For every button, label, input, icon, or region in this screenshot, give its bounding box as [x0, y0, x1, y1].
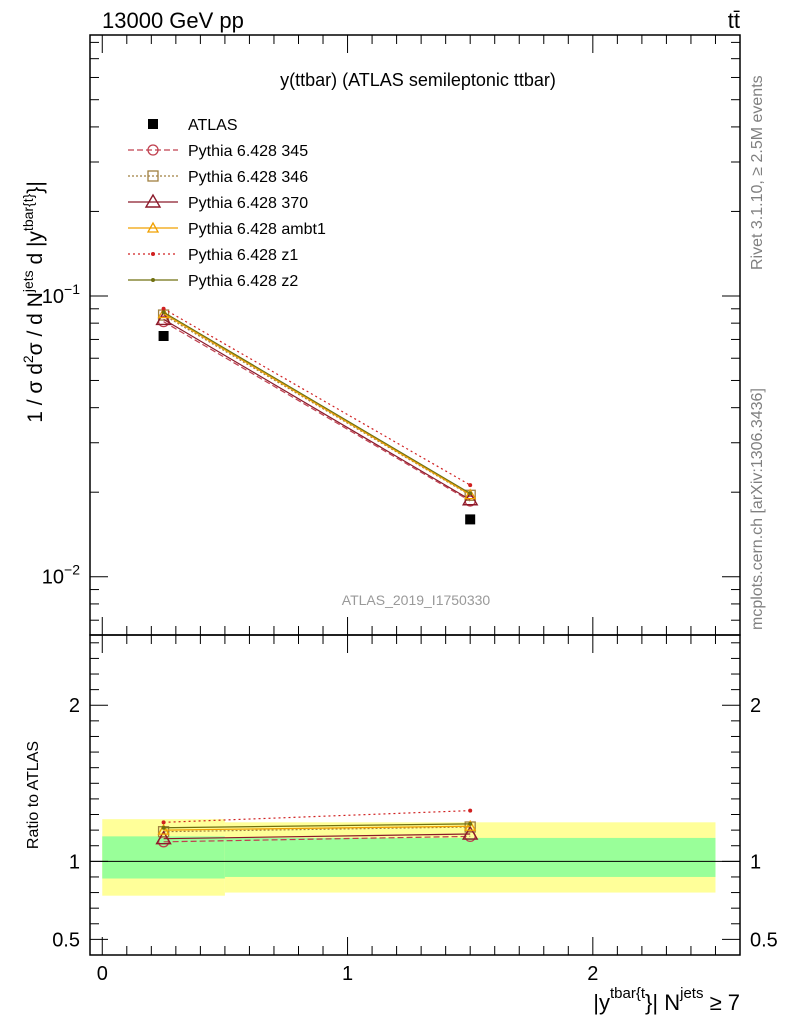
legend-label-ambt1: Pythia 6.428 ambt1 — [188, 221, 326, 238]
ratio-x-tick-label: 2 — [587, 963, 598, 985]
ratio-x-tick-label: 1 — [342, 963, 353, 985]
mcplots-label: mcplots.cern.ch [arXiv:1306.3436] — [749, 388, 766, 630]
ratio-point-z2 — [161, 825, 166, 830]
data-point-ambt1 — [464, 488, 477, 500]
data-point-z1 — [468, 483, 473, 488]
ratio-line-z2 — [163, 823, 471, 829]
series-line-z2 — [163, 311, 471, 494]
main-plot-title: y(ttbar) (ATLAS semileptonic ttbar) — [280, 70, 556, 90]
main-panel: y(ttbar) (ATLAS semileptonic ttbar) 10−1… — [20, 34, 741, 636]
y-label-part-b: 2 — [20, 355, 36, 363]
ratio-point-z2 — [468, 821, 473, 826]
ratio-panel-frame — [89, 634, 741, 956]
y-label-part-g: }| — [24, 181, 47, 193]
series-line-p345 — [163, 321, 471, 502]
ratio-line-p346 — [163, 826, 471, 833]
main-y-tick-base: 10 — [42, 567, 64, 589]
legend-marker-p345 — [147, 144, 159, 156]
ratio-band-inner — [224, 837, 716, 877]
y-label-part-c: σ / d N — [24, 292, 47, 355]
data-point-z2 — [468, 491, 473, 496]
legend-marker-z2 — [151, 278, 155, 282]
ratio-line-p345 — [163, 835, 471, 843]
x-label-part-c: }| N — [645, 990, 680, 1015]
main-y-tick-base: 10 — [42, 286, 64, 308]
legend-marker-data — [148, 119, 158, 129]
ratio-point-p370 — [155, 830, 172, 845]
y-label-part-d: jets — [20, 270, 36, 293]
ratio-line-ambt1 — [163, 825, 471, 831]
ratio-point-ambt1 — [157, 823, 170, 835]
data-point-data — [465, 514, 476, 525]
x-label-part-b: tbar{t — [610, 985, 646, 1002]
ratio-band-inner — [102, 836, 225, 879]
legend-label-data: ATLAS — [188, 117, 238, 134]
x-label-part-d: jets — [679, 985, 703, 1002]
data-point-z1 — [161, 306, 166, 311]
series-line-p370 — [163, 318, 471, 501]
legend-label-p370: Pythia 6.428 370 — [188, 195, 308, 212]
series-line-p346 — [163, 314, 471, 496]
ratio-panel: 0.5 0.5 1 1 2 2 0 1 2 Ratio to ATLAS |ytbar{t}| … — [25, 634, 778, 1015]
legend-marker-ambt1 — [146, 221, 160, 233]
ratio-y-tick-label-right: 2 — [750, 695, 761, 717]
data-point-p370 — [155, 311, 172, 326]
ratio-point-p370 — [461, 825, 479, 840]
ratio-y-tick-label: 1 — [69, 851, 80, 873]
data-point-data — [158, 331, 169, 342]
main-y-tick-label: 10−1 — [42, 281, 80, 308]
ratio-y-tick-label: 0.5 — [52, 929, 80, 951]
legend-label-p345: Pythia 6.428 345 — [188, 143, 308, 160]
header-energy-label: 13000 GeV pp — [102, 8, 244, 33]
y-label-part-f: tbar{t} — [20, 193, 36, 231]
y-label-part-e: d |y — [24, 231, 47, 271]
ratio-y-tick-label-right: 0.5 — [750, 929, 778, 951]
data-point-z2 — [161, 310, 166, 315]
ratio-y-tick-label-right: 1 — [750, 851, 761, 873]
legend-marker-p346 — [147, 170, 159, 182]
legend-label-z2: Pythia 6.428 z2 — [188, 273, 298, 290]
rivet-version-label: Rivet 3.1.10, ≥ 2.5M events — [749, 75, 766, 270]
ratio-y-tick-label: 2 — [69, 695, 80, 717]
ratio-point-ambt1 — [464, 819, 477, 831]
main-y-tick-exponent: −1 — [64, 281, 80, 297]
series-line-z1 — [163, 308, 471, 486]
legend-marker-p370 — [144, 193, 162, 208]
ratio-point-z1 — [468, 808, 473, 813]
y-label-part-a: 1 / σ d — [24, 363, 47, 423]
main-watermark: ATLAS_2019_I1750330 — [342, 592, 491, 608]
header-process-label: tt̄ — [728, 8, 740, 33]
ratio-x-axis-label: |ytbar{t}| Njets ≥ 7 — [593, 985, 740, 1015]
main-y-axis-label: 1 / σ d2σ / d Njets d |ytbar{t}}| — [20, 181, 47, 423]
ratio-x-tick-label: 0 — [97, 963, 108, 985]
legend-marker-z1 — [151, 252, 155, 256]
main-y-tick-exponent: −2 — [64, 562, 80, 578]
legend: ATLAS Pythia 6.428 345 Pythia 6.428 346 Pyt… — [128, 117, 326, 290]
ratio-y-axis-label: Ratio to ATLAS — [25, 741, 42, 849]
legend-label-z1: Pythia 6.428 z1 — [188, 247, 298, 264]
series-line-ambt1 — [163, 313, 471, 496]
ratio-point-z1 — [161, 820, 166, 825]
x-label-part-e: ≥ 7 — [703, 990, 740, 1015]
legend-label-p346: Pythia 6.428 346 — [188, 169, 308, 186]
ratio-line-z1 — [163, 810, 471, 823]
x-label-part-a: |y — [593, 990, 610, 1015]
ratio-line-p370 — [163, 833, 471, 840]
main-y-tick-label: 10−2 — [42, 562, 80, 589]
